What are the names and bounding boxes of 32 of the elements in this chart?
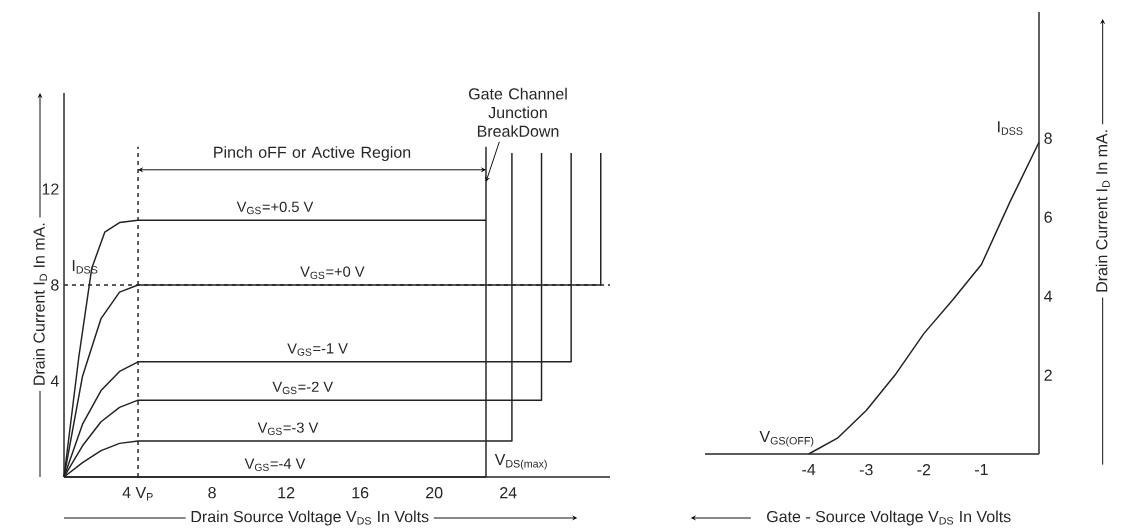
y-tick-label: 8 [51, 279, 59, 291]
x-axis-title: Drain Source Voltage V$_{DS}$ In Volts [191, 510, 429, 526]
annotation: Gate Channel Junction BreakDown [468, 87, 567, 137]
x-tick-label: 4 V$_{P}$ [122, 487, 153, 501]
series-label: V$_{GS}$=-1 V [287, 343, 348, 356]
x-tick-label: 24 [500, 487, 517, 499]
x-tick-label: -4 [802, 464, 816, 476]
y-tick-label: 8 [1044, 132, 1052, 144]
series-label: V$_{GS}$=+0.5 V [236, 201, 314, 215]
x-tick-label: 12 [278, 487, 295, 499]
ref-line-label: V$_{DS(max)}$ [494, 454, 547, 470]
x-axis-title: Gate - Source Voltage V$_{DS}$ In Volts [767, 510, 1011, 526]
x-tick-label: 16 [352, 487, 369, 499]
y-tick-label: 6 [1044, 211, 1052, 223]
annotation: I$_{DSS}$ [998, 121, 1023, 135]
annotation: V$_{GS(OFF)}$ [759, 431, 814, 447]
y-tick-label: 4 [50, 375, 59, 387]
y-axis-title: Drain Current I$_{D}$ In mA. [1095, 130, 1110, 292]
x-tick-label: -2 [917, 464, 931, 476]
y-tick-label: 12 [42, 183, 59, 195]
x-tick-label: -1 [975, 464, 988, 476]
series-label: V$_{GS}$=-4 V [244, 458, 306, 471]
y-tick-label: 4 [1044, 290, 1053, 302]
series-label: V$_{GS}$=+0 V [300, 266, 365, 279]
series-label: V$_{GS}$=-2 V [272, 381, 334, 395]
y-axis-title: Drain Current I$_{D}$ In mA. [33, 223, 48, 385]
y-tick-label: 2 [1044, 369, 1052, 381]
x-tick-label: 20 [426, 487, 443, 499]
x-tick-label: 8 [208, 487, 216, 499]
x-tick-label: -3 [859, 464, 873, 476]
annotation: Pinch oFF or Active Region [214, 146, 411, 162]
series-label: V$_{GS}$=-3 V [257, 422, 319, 435]
